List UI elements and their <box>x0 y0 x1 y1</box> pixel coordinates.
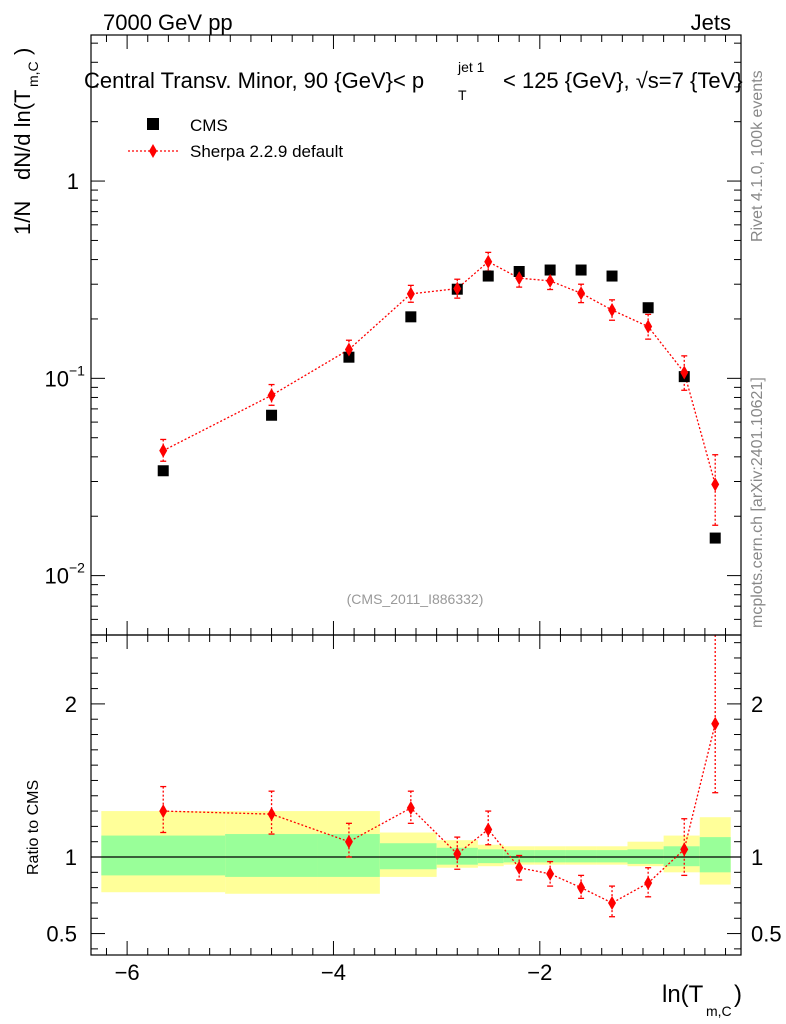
mc-ratio-point <box>267 807 276 822</box>
plot-title-superscript: jet 1 <box>457 59 485 75</box>
mc-ratio-point <box>515 860 524 875</box>
y-tick-label: 10 <box>45 564 69 589</box>
mc-data-point <box>680 365 689 380</box>
cms-data-point <box>405 311 417 323</box>
y-axis-title-main: dN/d ln(T <box>10 90 35 180</box>
band-inner-bin <box>225 834 318 877</box>
mc-ratio-point <box>644 876 653 891</box>
ratio-y-tick-label: 0.5 <box>46 922 77 947</box>
band-inner-bin <box>101 835 226 876</box>
mc-ratio-point <box>608 895 617 910</box>
cms-data-point <box>642 302 654 314</box>
cms-data-point <box>157 465 169 477</box>
legend: CMS Sherpa 2.2.9 default <box>128 116 343 161</box>
plot-title: Central Transv. Minor, 90 {GeV}< p jet 1… <box>84 59 743 103</box>
y-tick-label-exponent: −1 <box>69 362 85 378</box>
mc-data-point <box>453 281 462 296</box>
legend-mc-marker <box>149 144 157 158</box>
analysis-id: (CMS_2011_I886332) <box>347 591 484 607</box>
ratio-y-axis-title: Ratio to CMS <box>25 780 42 875</box>
x-axis-title-main: ln(T <box>662 981 704 1008</box>
cms-data-point <box>575 264 587 276</box>
x-tick-label: −4 <box>321 960 346 985</box>
cms-data-point <box>709 532 721 544</box>
main-plot-layer <box>157 251 721 544</box>
mc-data-point <box>159 443 168 458</box>
y-axis-title-sub: m,C <box>25 61 41 87</box>
mc-ratio-point <box>711 716 720 731</box>
x-axis-title-close: ) <box>734 981 742 1008</box>
band-inner-bin <box>663 846 700 867</box>
mc-ratio-point <box>577 880 586 895</box>
y-axis-title: 1/N dN/d ln(T m,C ) <box>10 48 41 235</box>
mc-ratio-point <box>159 804 168 819</box>
plot-title-part2: < 125 {GeV}, √s=7 {TeV} <box>503 68 743 93</box>
ratio-y-tick-label: 1 <box>65 845 77 870</box>
mcplots-label: mcplots.cern.ch [arXiv:2401.10621] <box>749 377 766 628</box>
x-tick-label: −2 <box>527 960 552 985</box>
mc-data-point <box>711 477 720 492</box>
plot-title-part1: Central Transv. Minor, 90 {GeV}< p <box>84 68 424 93</box>
mc-data-point <box>515 271 524 286</box>
ratio-panel-frame <box>90 634 742 956</box>
mc-data-point <box>344 342 353 357</box>
y-tick-label: 1 <box>67 169 79 194</box>
mc-data-point <box>546 273 555 288</box>
ratio-y-tick-label-right: 1 <box>751 845 763 870</box>
mc-data-point <box>577 286 586 301</box>
y-axis-title-prefix: 1/N <box>10 201 35 235</box>
mc-data-point <box>267 388 276 403</box>
plot-title-subscript: T <box>458 87 467 103</box>
category-label: Jets <box>691 10 731 35</box>
x-axis-title: ln(T m,C ) <box>662 981 742 1019</box>
cms-data-point <box>544 264 556 276</box>
x-axis-title-sub: m,C <box>706 1003 732 1019</box>
ratio-uncertainty-bands <box>101 811 731 894</box>
band-inner-bin <box>534 850 566 863</box>
ratio-y-tick-label-right: 0.5 <box>751 922 782 947</box>
band-inner-bin <box>379 843 437 870</box>
mc-ratio-point <box>344 834 353 849</box>
ratio-y-tick-label: 2 <box>65 692 77 717</box>
mc-data-point <box>608 303 617 318</box>
legend-cms-marker <box>147 118 159 130</box>
band-inner-bin <box>477 849 504 864</box>
mc-data-point <box>484 254 493 269</box>
main-panel-frame <box>90 34 742 636</box>
x-tick-label: −6 <box>115 960 140 985</box>
mc-ratio-point <box>546 866 555 881</box>
legend-mc-label: Sherpa 2.2.9 default <box>190 142 343 161</box>
mc-ratio-point <box>680 842 689 857</box>
ratio-plot-layer <box>91 635 741 918</box>
mc-data-point <box>406 286 415 301</box>
mc-ratio-point <box>406 801 415 816</box>
mc-series-line <box>162 260 716 485</box>
ratio-y-tick-label-right: 2 <box>751 692 763 717</box>
mc-data-point <box>644 319 653 334</box>
band-inner-bin <box>699 837 731 873</box>
band-inner-bin <box>565 850 597 863</box>
legend-cms-label: CMS <box>190 116 228 135</box>
band-inner-bin <box>596 850 628 863</box>
rivet-label: Rivet 4.1.0, 100k events <box>749 70 766 242</box>
cms-data-point <box>343 351 355 363</box>
mc-ratio-point <box>453 846 462 861</box>
cms-data-point <box>482 270 494 282</box>
cms-data-point <box>606 270 618 282</box>
y-axis-title-close: ) <box>10 48 35 55</box>
cms-data-point <box>266 409 278 421</box>
energy-label: 7000 GeV pp <box>103 10 233 35</box>
y-tick-label: 10 <box>45 366 69 391</box>
mc-ratio-point <box>484 822 493 837</box>
y-tick-label-exponent: −2 <box>69 560 85 576</box>
